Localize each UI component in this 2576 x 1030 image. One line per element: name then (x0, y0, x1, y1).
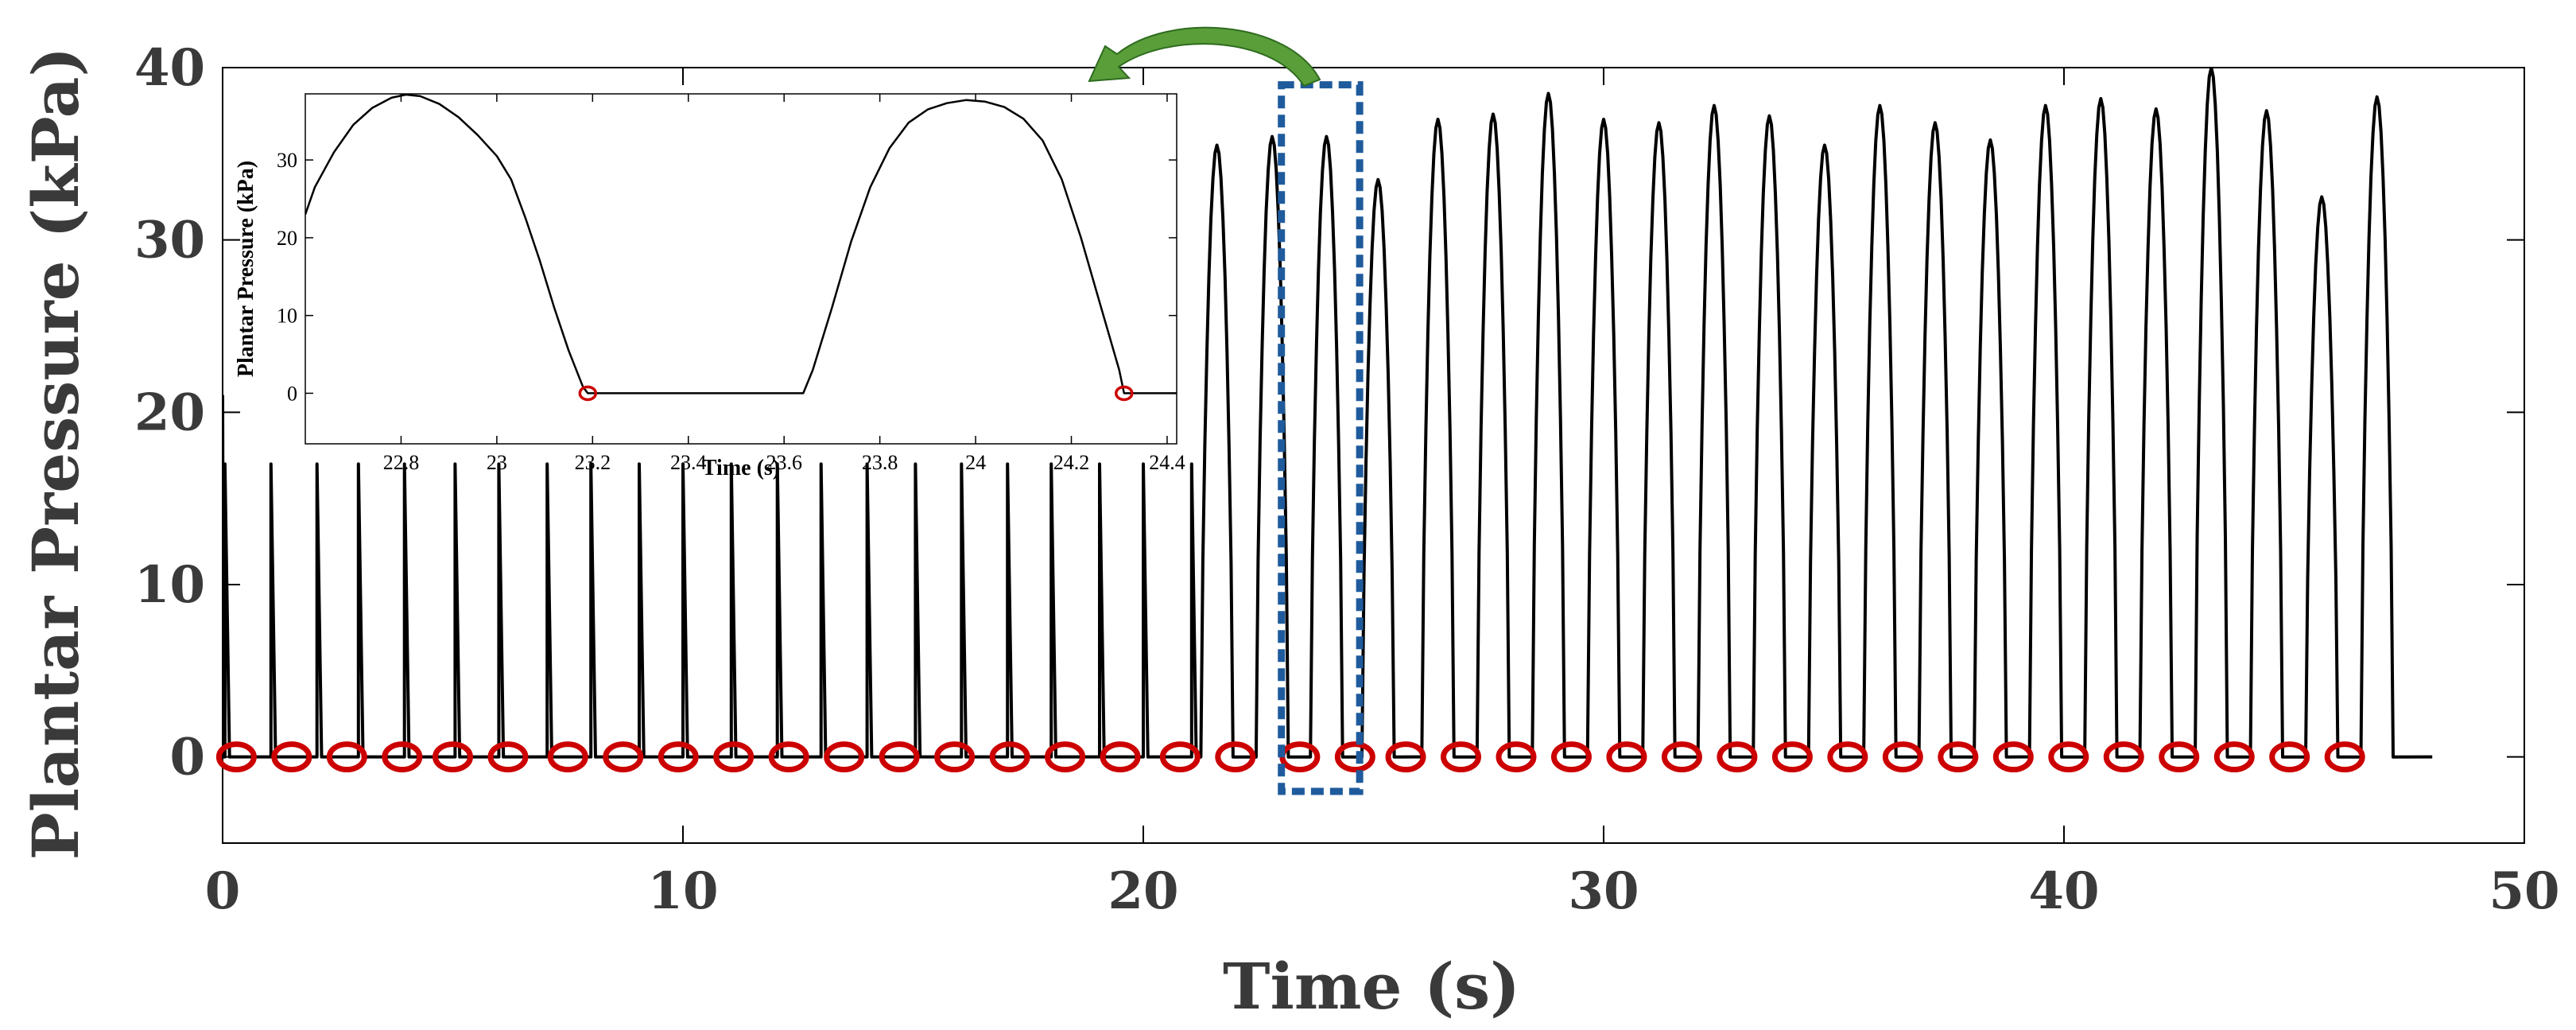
detected-point-marker (1661, 741, 1702, 773)
detected-point-marker (2048, 741, 2089, 773)
detected-point-marker (1992, 741, 2034, 773)
main-y-axis-label: Plantar Pressure (kPa) (18, 47, 93, 861)
inset-x-tick-label: 23 (487, 451, 507, 474)
detected-point-marker (879, 741, 920, 773)
detected-point-marker (1882, 741, 1923, 773)
detected-point-marker (824, 741, 865, 773)
detected-point-marker (1827, 741, 1868, 773)
main-x-tick-label: 20 (1108, 861, 1178, 921)
detected-point-marker (1045, 741, 1086, 773)
inset-y-axis-label: Plantar Pressure (kPa) (234, 161, 258, 377)
detected-point-marker (487, 741, 529, 773)
detected-point-marker (271, 741, 312, 773)
inset-x-tick-label: 23.4 (670, 451, 707, 474)
detected-point-marker (382, 741, 423, 773)
inset-y-tick-label: 0 (287, 382, 297, 405)
main-y-tick-label: 20 (134, 383, 205, 442)
detected-point-marker (1441, 741, 1482, 773)
detected-point-marker (1334, 741, 1375, 773)
main-x-axis-label: Time (s) (1223, 949, 1520, 1024)
detected-point-marker (433, 741, 473, 773)
inset-y-tick-label: 30 (277, 149, 297, 172)
detected-point-marker (713, 741, 755, 773)
inset-x-tick-label: 24.4 (1149, 451, 1185, 474)
inset-detected-point-marker (578, 385, 598, 402)
highlight-box (1278, 81, 1364, 795)
main-y-tick-label: 0 (169, 728, 205, 787)
inset-x-tick-label: 23.2 (575, 451, 611, 474)
detected-point-marker (1159, 741, 1201, 773)
main-x-tick-label: 40 (2028, 861, 2099, 921)
detected-point-marker (658, 741, 699, 773)
detected-point-marker (326, 741, 367, 773)
detected-point-marker (2269, 741, 2310, 773)
main-x-tick-label: 0 (205, 861, 241, 921)
detected-point-marker (1550, 741, 1592, 773)
detected-point-marker (1496, 741, 1537, 773)
detected-point-marker (1385, 741, 1426, 773)
inset-y-tick-label: 20 (277, 227, 297, 250)
detected-point-marker (1938, 741, 1979, 773)
detected-point-marker (768, 741, 809, 773)
detected-point-marker (934, 741, 976, 773)
main-y-tick-label: 30 (134, 211, 205, 270)
detected-point-marker (1717, 741, 1758, 773)
detected-point-marker (1215, 741, 1256, 773)
main-x-tick-label: 50 (2489, 861, 2559, 921)
detected-point-marker (2324, 741, 2365, 773)
detected-point-marker (547, 741, 588, 773)
inset-x-tick-label: 23.6 (766, 451, 802, 474)
inset-pressure-line (305, 94, 1177, 395)
inset-x-tick-label: 23.8 (862, 451, 898, 474)
inset-x-tick-label: 24 (965, 451, 986, 474)
inset-x-tick-label: 24.2 (1053, 451, 1090, 474)
detected-point-marker (2213, 741, 2255, 773)
curved-arrow-icon (1088, 26, 1321, 87)
detected-point-marker (1771, 741, 1813, 773)
inset-plot-area (305, 93, 1177, 445)
main-y-tick-label: 40 (134, 38, 205, 98)
detected-point-marker (215, 741, 257, 773)
detected-point-marker (2103, 741, 2144, 773)
detected-point-marker (989, 741, 1030, 773)
main-y-tick-label: 10 (134, 555, 205, 615)
main-x-tick-label: 10 (647, 861, 718, 921)
detected-point-marker (1606, 741, 1647, 773)
detected-point-marker (2159, 741, 2200, 773)
inset-detected-point-marker (1115, 385, 1134, 402)
inset-x-axis-label: Time (s) (702, 456, 780, 480)
detected-point-marker (603, 741, 644, 773)
main-pressure-line (223, 68, 2433, 759)
inset-x-tick-label: 22.8 (383, 451, 420, 474)
main-x-tick-label: 30 (1568, 861, 1639, 921)
inset-y-tick-label: 10 (277, 305, 297, 328)
detected-point-marker (1100, 741, 1141, 773)
